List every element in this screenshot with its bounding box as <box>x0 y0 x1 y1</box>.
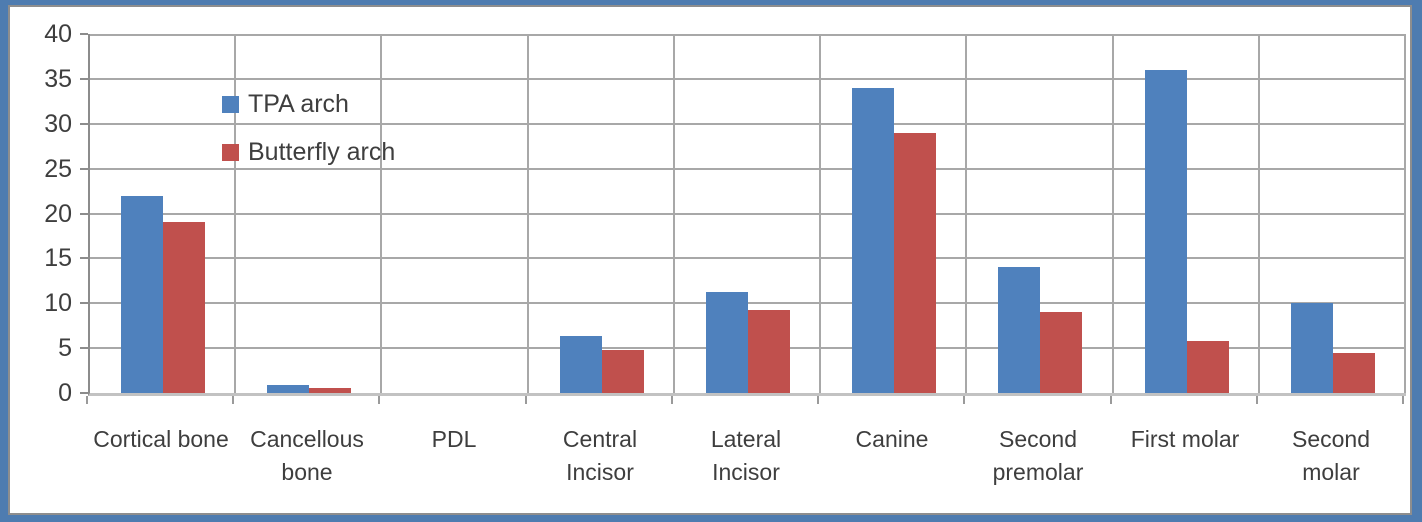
x-axis-label-line: Central <box>562 426 638 452</box>
bar-butterfly-arch-second-molar <box>1333 353 1375 393</box>
bar-butterfly-arch-central-incisor <box>602 350 644 393</box>
x-axis-tick <box>817 396 819 404</box>
x-axis-label-second-premolar: Second premolar <box>963 423 1113 489</box>
y-axis-tick-label: 0 <box>58 379 72 407</box>
legend-swatch-icon <box>222 95 239 113</box>
x-axis-tick <box>671 396 673 404</box>
x-axis-label-line: First molar <box>1130 426 1240 452</box>
y-axis-tick <box>80 33 88 35</box>
gridline-horizontal <box>90 78 1406 80</box>
bar-tpa-arch-canine <box>852 88 894 393</box>
x-axis-label-second-molar: Second molar <box>1256 423 1406 489</box>
x-axis-label-line: Canine <box>855 426 929 452</box>
legend-swatch-icon <box>222 143 239 161</box>
x-axis-tick <box>1402 396 1404 404</box>
y-axis-tick-label: 5 <box>58 334 72 362</box>
bar-butterfly-arch-first-molar <box>1187 341 1229 393</box>
y-axis-tick <box>80 302 88 304</box>
bar-butterfly-arch-cancellous-bone <box>309 388 351 393</box>
y-axis-tick <box>80 257 88 259</box>
x-axis-label-central-incisor: Central Incisor <box>525 423 675 489</box>
y-axis-tick <box>80 347 88 349</box>
x-axis-tick <box>232 396 234 404</box>
gridline-vertical <box>673 34 675 393</box>
gridline-vertical <box>965 34 967 393</box>
y-axis-tick-label: 40 <box>44 20 72 48</box>
y-axis-tick-label: 35 <box>44 65 72 93</box>
x-axis-label-line: Incisor <box>712 459 780 485</box>
plot-area <box>88 34 1406 396</box>
bar-butterfly-arch-lateral-incisor <box>748 310 790 393</box>
legend-label: TPA arch <box>248 89 349 118</box>
x-axis-label-lateral-incisor: Lateral Incisor <box>671 423 821 489</box>
gridline-horizontal <box>90 168 1406 170</box>
y-axis-tick <box>80 78 88 80</box>
y-axis-tick-label: 10 <box>44 289 72 317</box>
y-axis-tick-label: 30 <box>44 110 72 138</box>
x-axis-label-line: Cortical bone <box>93 426 229 452</box>
x-axis-label-line: Second <box>998 426 1077 452</box>
gridline-horizontal <box>90 34 1406 36</box>
gridline-vertical <box>1404 34 1406 393</box>
bar-tpa-arch-second-premolar <box>998 267 1040 393</box>
x-axis-tick <box>525 396 527 404</box>
gridline-vertical <box>380 34 382 393</box>
legend-entry-tpa-arch: TPA arch <box>222 88 349 120</box>
x-axis-label-line: PDL <box>431 426 477 452</box>
x-axis-label-canine: Canine <box>817 423 967 456</box>
bar-butterfly-arch-canine <box>894 133 936 393</box>
x-axis-label-line: Lateral <box>710 426 782 452</box>
y-axis-tick <box>80 392 88 394</box>
legend-entry-butterfly-arch: Butterfly arch <box>222 136 395 168</box>
x-axis-tick <box>963 396 965 404</box>
gridline-horizontal <box>90 257 1406 259</box>
legend-label: Butterfly arch <box>248 137 396 166</box>
y-axis-tick-label: 25 <box>44 155 72 183</box>
bar-tpa-arch-cancellous-bone <box>267 385 309 393</box>
bar-tpa-arch-first-molar <box>1145 70 1187 393</box>
gridline-vertical <box>819 34 821 393</box>
x-axis-label-pdl: PDL <box>379 423 529 456</box>
y-axis-tick-label: 15 <box>44 244 72 272</box>
bar-tpa-arch-central-incisor <box>560 336 602 393</box>
y-axis-tick <box>80 168 88 170</box>
gridline-horizontal <box>90 123 1406 125</box>
y-axis-tick-label: 20 <box>44 200 72 228</box>
bar-tpa-arch-second-molar <box>1291 303 1333 393</box>
x-axis-label-line: molar <box>1302 459 1360 485</box>
gridline-vertical <box>1258 34 1260 393</box>
x-axis-tick <box>378 396 380 404</box>
gridline-horizontal <box>90 302 1406 304</box>
x-axis-tick <box>1110 396 1112 404</box>
x-axis-label-line: Incisor <box>566 459 634 485</box>
y-axis-tick <box>80 123 88 125</box>
gridline-vertical <box>1112 34 1114 393</box>
gridline-vertical <box>527 34 529 393</box>
x-axis-label-first-molar: First molar <box>1110 423 1260 456</box>
gridline-horizontal <box>90 213 1406 215</box>
x-axis-tick <box>1256 396 1258 404</box>
bar-tpa-arch-lateral-incisor <box>706 292 748 393</box>
y-axis-tick <box>80 213 88 215</box>
gridline-vertical <box>234 34 236 393</box>
x-axis-label-line: premolar <box>992 459 1084 485</box>
x-axis-tick <box>86 396 88 404</box>
bar-butterfly-arch-second-premolar <box>1040 312 1082 393</box>
x-axis-label-line: Cancellous <box>250 426 364 452</box>
x-axis-label-line: bone <box>281 459 333 485</box>
x-axis-label-cancellous-bone: Cancellous bone <box>232 423 382 489</box>
bar-tpa-arch-cortical-bone <box>121 196 163 393</box>
x-axis-label-line: Second <box>1291 426 1370 452</box>
x-axis-label-cortical-bone: Cortical bone <box>86 423 236 456</box>
bar-butterfly-arch-cortical-bone <box>163 222 205 393</box>
